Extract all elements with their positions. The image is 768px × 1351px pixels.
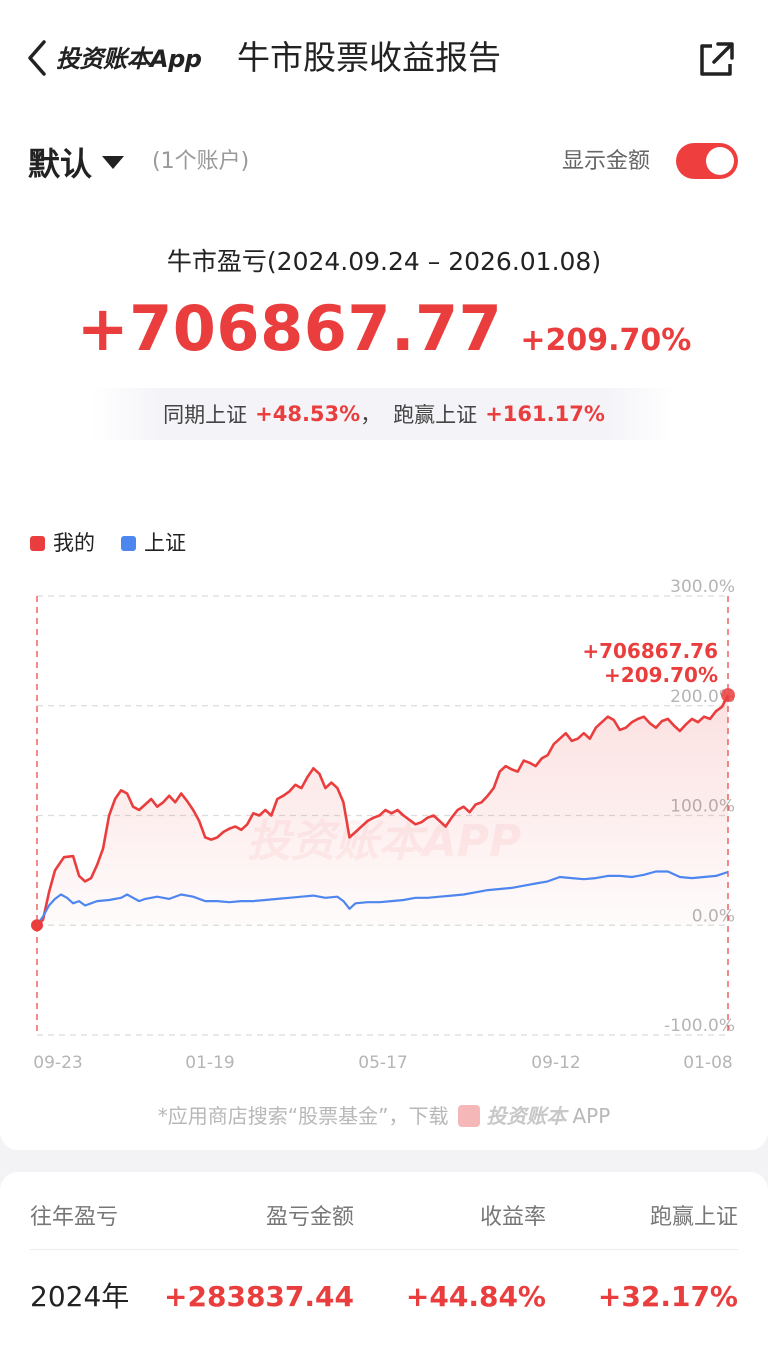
page-title: 牛市股票收益报告 <box>237 38 501 77</box>
end-annotation-percent: +209.70% <box>604 663 718 687</box>
footer-note-brand: 投资账本 <box>486 1104 567 1128</box>
back-button[interactable] <box>22 36 56 80</box>
summary-percent: +209.70% <box>520 323 692 358</box>
benchmark-bar: 同期上证 +48.53% ， 跑赢上证 +161.17% <box>92 388 676 440</box>
legend-swatch-blue <box>121 535 136 551</box>
beat-label: 跑赢上证 <box>393 403 478 427</box>
account-count: (1个账户) <box>152 149 250 174</box>
cell-amount: +283837.44 <box>164 1280 354 1313</box>
show-amount-toggle[interactable] <box>676 143 738 179</box>
y-tick-label: 300.0% <box>670 577 735 597</box>
cell-year: 2024年 <box>30 1280 130 1313</box>
y-tick-label: -100.0% <box>664 1016 735 1036</box>
account-name: 默认 <box>28 145 93 183</box>
chart-legend: 我的 上证 <box>30 528 212 558</box>
series-area-mine <box>37 695 728 926</box>
footer-note: *应用商店搜索“股票基金”，下载 投资账本 APP <box>0 1100 768 1132</box>
show-amount-label: 显示金额 <box>562 149 651 174</box>
share-external-icon <box>700 42 734 76</box>
th-year: 往年盈亏 <box>30 1205 119 1230</box>
summary-amount: +706867.77 <box>76 292 503 365</box>
performance-chart[interactable]: 300.0%200.0%100.0%0.0%-100.0%投资账本APP+706… <box>0 570 768 1080</box>
series-line-mine <box>36 694 730 927</box>
legend-item-mine[interactable]: 我的 <box>30 528 95 558</box>
benchmark-separator: ， <box>360 403 382 427</box>
end-point-marker <box>721 688 735 703</box>
beat-value: +161.17% <box>485 402 605 426</box>
table-row[interactable]: 2024年 +283837.44 +44.84% +32.17% <box>30 1252 738 1342</box>
th-return: 收益率 <box>479 1205 546 1230</box>
cell-return: +44.84% <box>405 1280 546 1313</box>
th-beat: 跑赢上证 <box>649 1205 738 1230</box>
x-tick-label: 09-12 <box>531 1053 580 1073</box>
legend-item-index[interactable]: 上证 <box>121 528 186 558</box>
brand-label: 投资账本App <box>56 45 202 73</box>
footer-note-prefix: *应用商店搜索“股票基金”，下载 <box>157 1104 449 1128</box>
x-tick-label: 09-23 <box>33 1053 82 1073</box>
summary-period-label: 牛市盈亏(2024.09.24 – 2026.01.08) <box>166 247 602 276</box>
summary-values: +706867.77 +209.70% <box>0 292 768 365</box>
x-tick-label: 05-17 <box>358 1053 407 1073</box>
legend-label-index: 上证 <box>144 531 186 555</box>
brand-logo-icon <box>458 1105 481 1127</box>
yearly-table: 往年盈亏 盈亏金额 收益率 跑赢上证 2024年 +283837.44 +44.… <box>0 1172 768 1351</box>
account-selector[interactable]: 默认 <box>28 140 125 184</box>
caret-down-icon <box>102 155 125 169</box>
th-amount: 盈亏金额 <box>265 1205 354 1230</box>
report-card: 投资账本App 牛市股票收益报告 默认 (1个账户) 显示金额 牛市盈亏(202… <box>0 0 768 1150</box>
footer-note-suffix: APP <box>572 1104 611 1128</box>
y-tick-label: 200.0% <box>670 687 735 707</box>
x-tick-label: 01-08 <box>683 1053 732 1073</box>
end-annotation-amount: +706867.76 <box>582 639 718 663</box>
table-header: 往年盈亏 盈亏金额 收益率 跑赢上证 <box>30 1186 738 1250</box>
benchmark-value: +48.53% <box>255 402 361 426</box>
benchmark-label: 同期上证 <box>163 403 248 427</box>
share-button[interactable] <box>694 38 738 82</box>
legend-label-mine: 我的 <box>53 531 95 555</box>
cell-beat: +32.17% <box>597 1280 738 1313</box>
chevron-left-icon <box>28 40 46 76</box>
legend-swatch-red <box>30 535 45 551</box>
x-tick-label: 01-19 <box>185 1053 234 1073</box>
start-point-marker <box>31 919 43 932</box>
toggle-knob <box>706 147 734 175</box>
series-line-index <box>36 870 729 926</box>
